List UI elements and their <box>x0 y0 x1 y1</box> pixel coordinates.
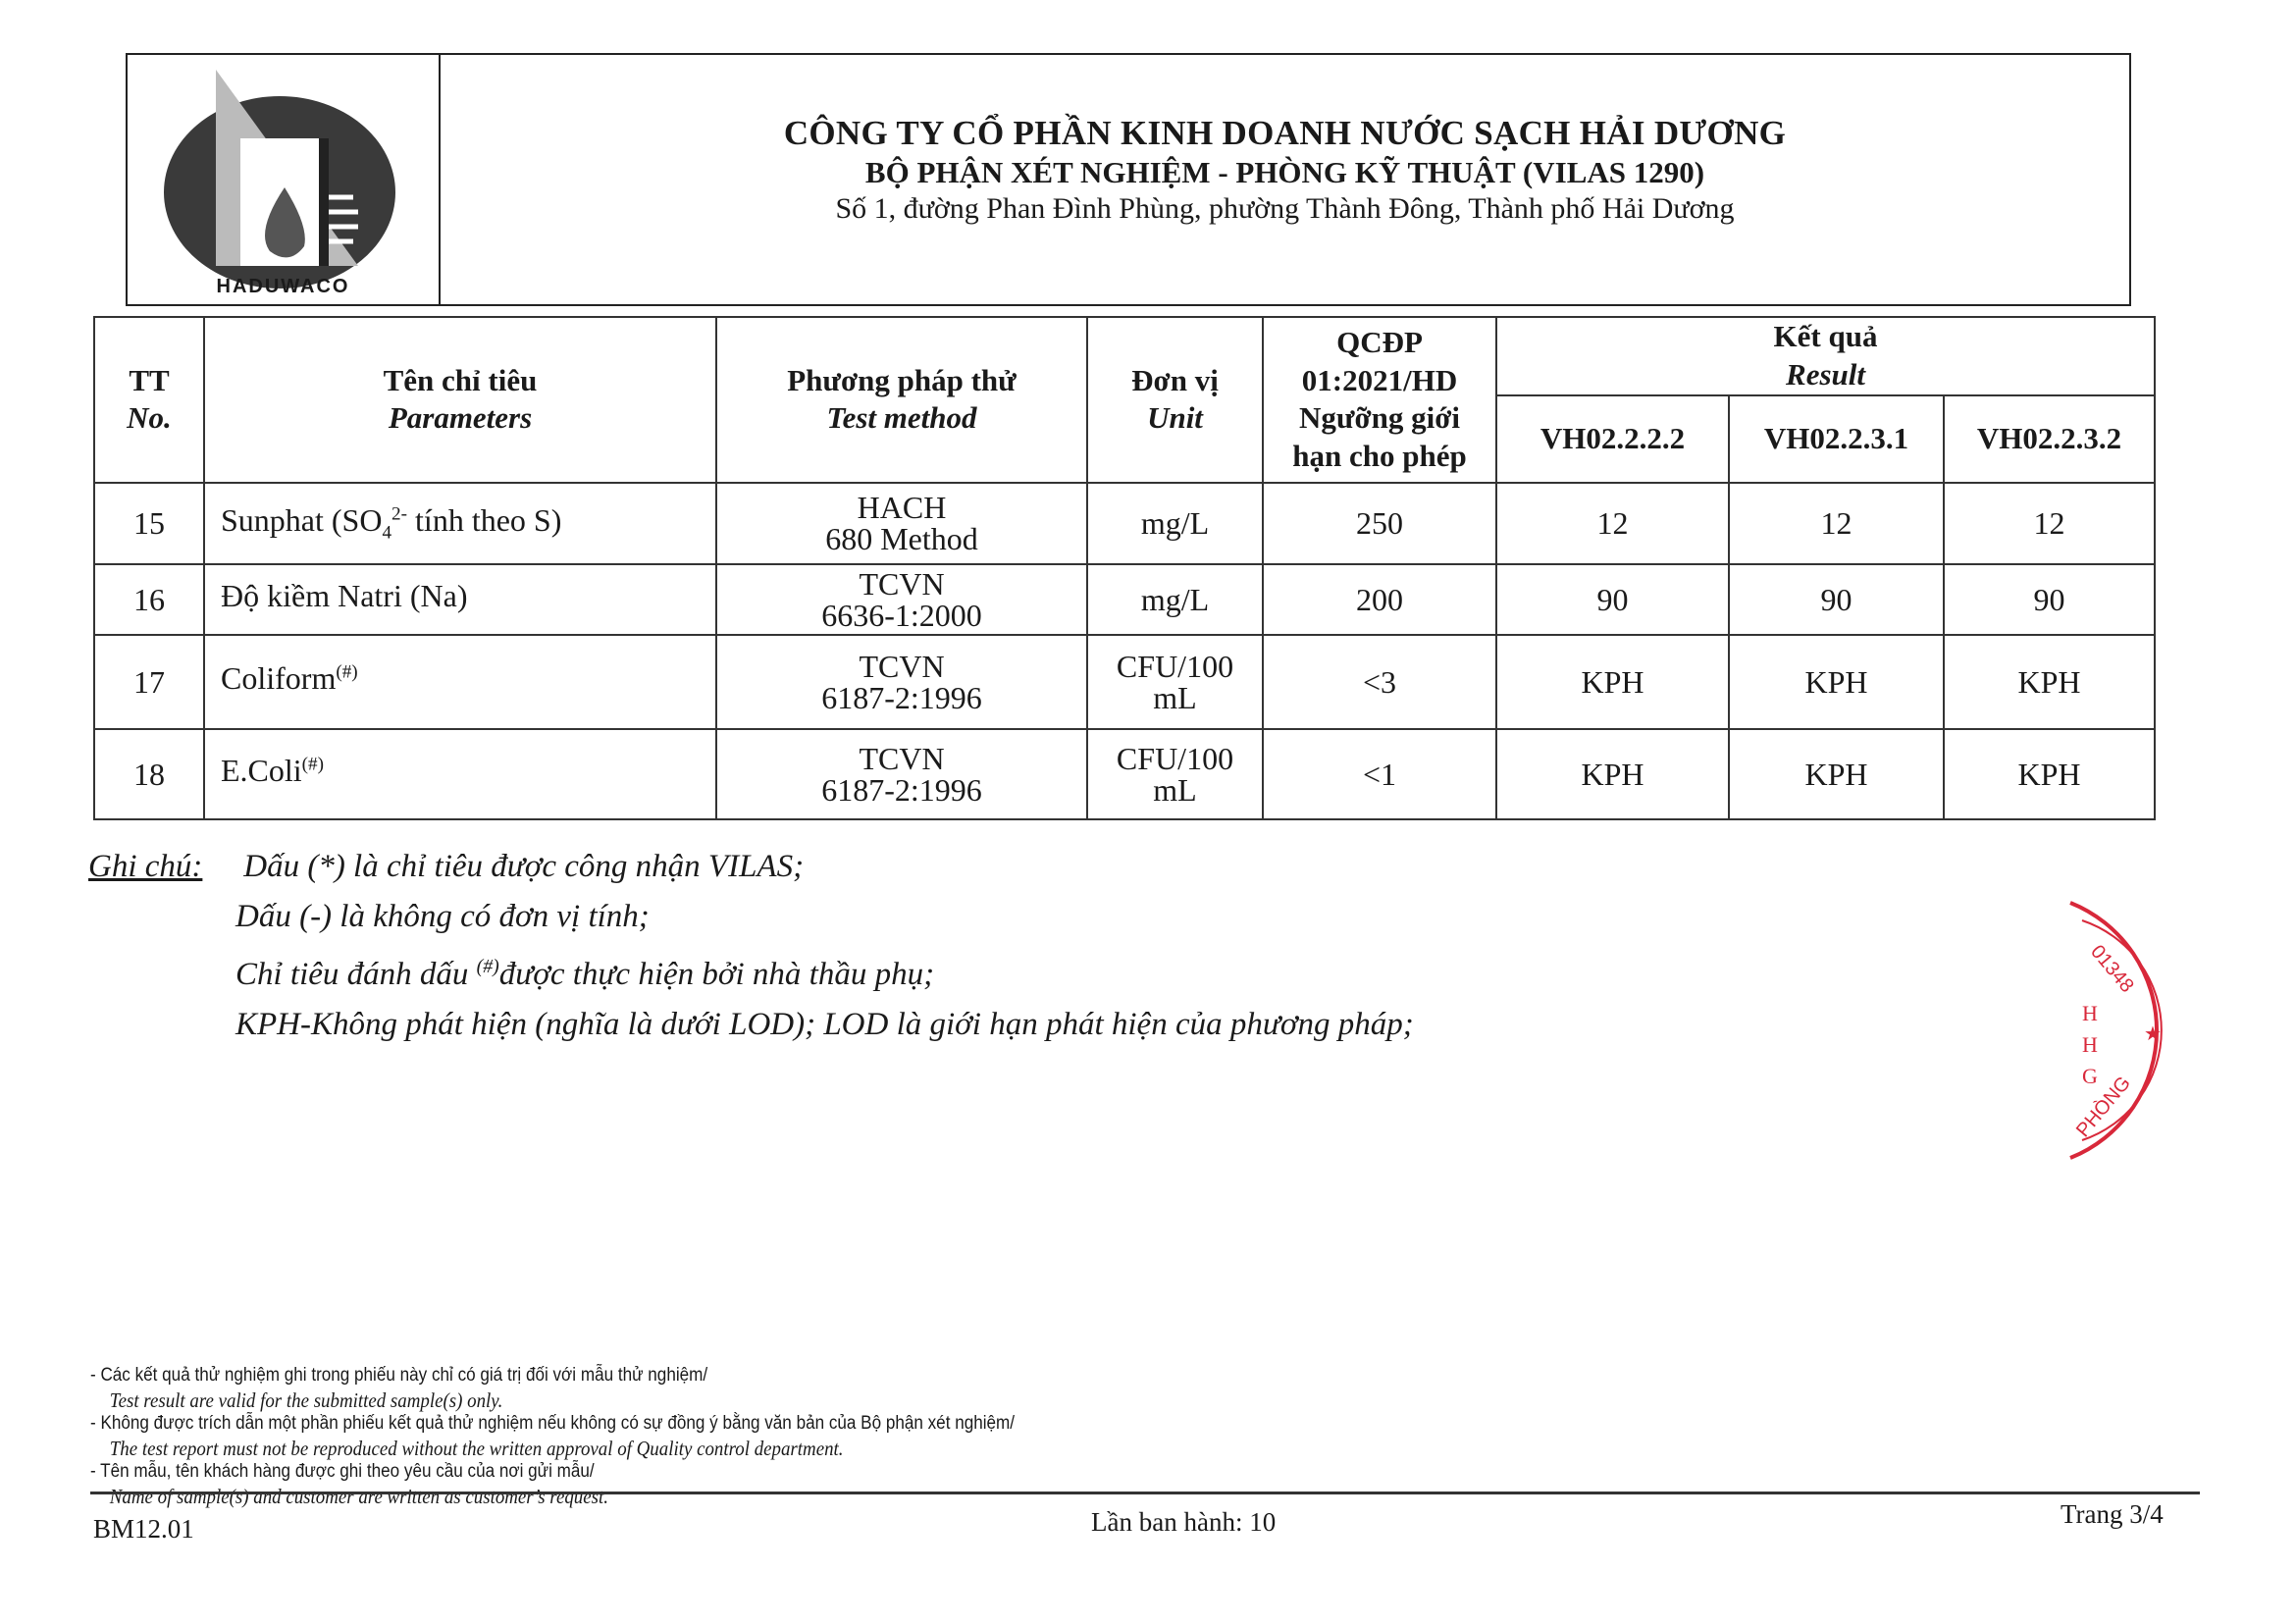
row-parameter: Sunphat (SO42- tính theo S) <box>203 481 717 565</box>
notes: Ghi chú: Dấu (*) là chỉ tiêu được công n… <box>88 842 1414 1050</box>
row-result: 12 <box>1495 481 1730 565</box>
row-result: KPH <box>1728 727 1945 820</box>
row-no: 18 <box>93 727 205 820</box>
svg-text:G: G <box>2082 1064 2098 1088</box>
row-method: TCVN 6636-1:2000 <box>715 562 1088 636</box>
svg-text:H: H <box>2082 1001 2098 1025</box>
row-result: KPH <box>1942 727 2157 820</box>
address: Số 1, đường Phan Đình Phùng, phường Thàn… <box>835 192 1735 225</box>
header-limit: QCĐP 01:2021/HD Ngưỡng giới hạn cho phép <box>1262 316 1497 484</box>
company-logo: HADUWACO <box>128 55 441 304</box>
row-no: 17 <box>93 633 205 730</box>
red-stamp: 01348 ★ PHÒNG H H G <box>2061 893 2188 1173</box>
row-result: 90 <box>1495 562 1730 636</box>
table-row: 17 Coliform(#) TCVN 6187-2:1996 CFU/100 mL… <box>93 633 2157 730</box>
row-parameter: E.Coli(#) <box>203 727 717 820</box>
header-unit: Đơn vị Unit <box>1086 316 1264 484</box>
row-result: 12 <box>1942 481 2157 565</box>
header-result: Kết quả Result <box>1494 316 2157 396</box>
results-table: TT No. Tên chỉ tiêu Parameters Phương pháp… <box>93 316 2157 820</box>
header-parameters: Tên chỉ tiêu Parameters <box>203 316 717 484</box>
footnote-en: Test result are valid for the submitted … <box>109 1387 503 1412</box>
header-no: TT No. <box>93 316 205 484</box>
row-method: TCVN 6187-2:1996 <box>715 727 1088 820</box>
row-result: KPH <box>1942 633 2157 730</box>
department-name: BỘ PHẬN XÉT NGHIỆM - PHÒNG KỸ THUẬT (VIL… <box>864 155 1705 189</box>
row-unit: CFU/100 mL <box>1086 633 1264 730</box>
svg-text:H: H <box>2082 1032 2098 1057</box>
svg-text:★: ★ <box>2144 1023 2162 1045</box>
footnote-vi: - Tên mẫu, tên khách hàng được ghi theo … <box>90 1461 595 1482</box>
form-code: BM12.01 <box>93 1514 194 1544</box>
table-row: 16 Độ kiềm Natri (Na) TCVN 6636-1:2000 mg… <box>93 562 2157 636</box>
haduwaco-logo-icon <box>164 70 395 288</box>
row-result: 12 <box>1728 481 1945 565</box>
row-result: KPH <box>1728 633 1945 730</box>
footer-divider <box>90 1492 2200 1494</box>
company-name: CÔNG TY CỔ PHẦN KINH DOANH NƯỚC SẠCH HẢI… <box>783 114 1787 152</box>
logo-text: HADUWACO <box>216 276 350 297</box>
footnote-en: The test report must not be reproduced w… <box>109 1436 844 1460</box>
row-limit: 250 <box>1262 481 1497 565</box>
row-parameter: Độ kiềm Natri (Na) <box>203 562 717 636</box>
document-header: HADUWACO CÔNG TY CỔ PHẦN KINH DOANH NƯỚC… <box>126 53 2131 306</box>
row-result: 90 <box>1728 562 1945 636</box>
footnote-en: Name of sample(s) and customer are writt… <box>109 1484 608 1508</box>
footnote-vi: - Các kết quả thử nghiệm ghi trong phiếu… <box>90 1365 708 1386</box>
footnotes: - Các kết quả thử nghiệm ghi trong phiếu… <box>90 1364 1015 1508</box>
note-line: Dấu (-) là không có đơn vị tính; <box>235 899 650 934</box>
row-no: 15 <box>93 481 205 565</box>
row-method: HACH 680 Method <box>715 481 1088 565</box>
header-method: Phương pháp thử Test method <box>715 316 1088 484</box>
table-row: 18 E.Coli(#) TCVN 6187-2:1996 CFU/100 mL <… <box>93 727 2157 820</box>
header-sample: VH02.2.2.2 <box>1495 393 1730 484</box>
row-limit: <3 <box>1262 633 1497 730</box>
row-limit: 200 <box>1262 562 1497 636</box>
edition: Lần ban hành: 10 <box>1091 1507 1277 1537</box>
note-line: KPH-Không phát hiện (nghĩa là dưới LOD);… <box>235 1007 1414 1042</box>
row-unit: CFU/100 mL <box>1086 727 1264 820</box>
note-line: Chỉ tiêu đánh dấu (#)được thực hiện bởi … <box>235 956 935 992</box>
row-result: 90 <box>1942 562 2157 636</box>
note-line: Dấu (*) là chỉ tiêu được công nhận VILAS… <box>243 849 805 884</box>
header-sample: VH02.2.3.2 <box>1942 393 2157 484</box>
notes-label: Ghi chú: <box>88 849 203 884</box>
row-limit: <1 <box>1262 727 1497 820</box>
row-result: KPH <box>1495 633 1730 730</box>
page-number: Trang 3/4 <box>2061 1499 2164 1529</box>
row-unit: mg/L <box>1086 562 1264 636</box>
row-parameter: Coliform(#) <box>203 633 717 730</box>
row-method: TCVN 6187-2:1996 <box>715 633 1088 730</box>
row-unit: mg/L <box>1086 481 1264 565</box>
stamp-icon: 01348 ★ PHÒNG H H G <box>2069 901 2163 1160</box>
row-result: KPH <box>1495 727 1730 820</box>
table-row: 15 Sunphat (SO42- tính theo S) HACH 680 M… <box>93 481 2157 565</box>
footnote-vi: - Không được trích dẫn một phần phiếu kế… <box>90 1413 1016 1434</box>
header-sample: VH02.2.3.1 <box>1728 393 1945 484</box>
row-no: 16 <box>93 562 205 636</box>
